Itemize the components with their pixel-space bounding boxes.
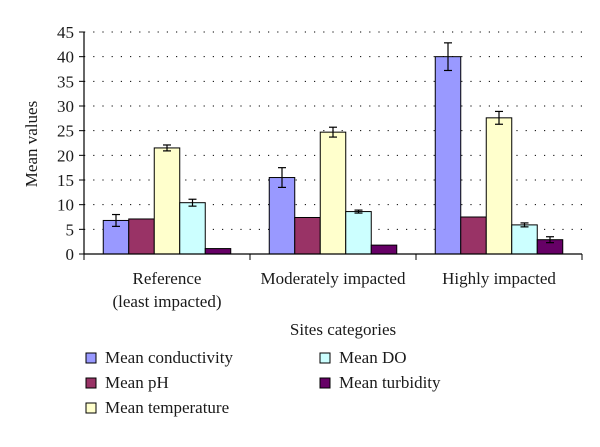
bars	[102, 42, 564, 255]
bar	[345, 211, 372, 255]
legend-swatch	[319, 352, 331, 364]
legend-label: Mean pH	[105, 373, 169, 392]
legend-swatch	[85, 402, 97, 414]
bar	[485, 117, 513, 255]
legend-swatch	[85, 377, 97, 389]
y-tick-label: 30	[57, 97, 74, 116]
legend-label: Mean temperature	[105, 398, 229, 417]
bar	[153, 147, 181, 255]
y-tick-label: 10	[57, 196, 74, 215]
bar	[294, 216, 321, 255]
x-category-labels: Reference (least impacted) Moderately impa…	[112, 269, 556, 311]
x-category-label: Moderately impacted	[261, 269, 406, 288]
x-category-label: (least impacted)	[112, 292, 221, 311]
bar	[179, 202, 206, 255]
y-tick-label: 20	[57, 146, 74, 165]
x-axis-title: Sites categories	[290, 320, 396, 339]
legend-label: Mean turbidity	[339, 373, 441, 392]
bar	[370, 244, 398, 255]
y-tick-label: 15	[57, 171, 74, 190]
y-axis-title: Mean values	[22, 101, 41, 187]
bar	[319, 131, 347, 255]
y-tick-label: 45	[57, 23, 74, 42]
x-category-label: Highly impacted	[442, 269, 556, 288]
legend-label: Mean DO	[339, 348, 407, 367]
legend-swatch	[319, 377, 331, 389]
y-tick-label: 0	[66, 245, 75, 264]
y-tick-label: 5	[66, 220, 75, 239]
y-tick-label: 35	[57, 72, 74, 91]
y-tick-label: 40	[57, 48, 74, 67]
bar	[460, 216, 487, 255]
bar	[511, 224, 538, 255]
legend: Mean conductivity Mean DO Mean pH Mean turb…	[85, 348, 441, 417]
legend-swatch	[85, 352, 97, 364]
axes	[79, 31, 583, 260]
bar	[268, 177, 296, 255]
bar	[434, 56, 462, 255]
legend-label: Mean conductivity	[105, 348, 233, 367]
bar	[128, 218, 155, 255]
bar	[204, 248, 232, 255]
x-category-label: Reference	[133, 269, 202, 288]
y-tick-label: 25	[57, 122, 74, 141]
y-tick-labels: 0 5 10 15 20 25 30 35 40 45	[57, 23, 74, 264]
